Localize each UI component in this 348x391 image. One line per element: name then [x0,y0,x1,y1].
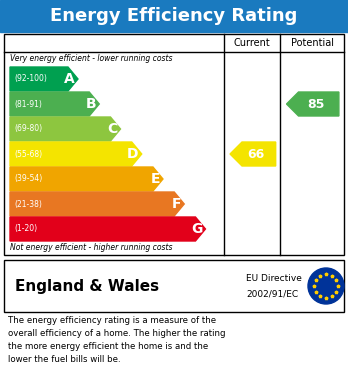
Polygon shape [10,192,184,216]
Text: 66: 66 [247,147,264,160]
Text: EU Directive: EU Directive [246,274,302,283]
Bar [0,0,348,32]
Text: overall efficiency of a home. The higher the rating: overall efficiency of a home. The higher… [8,329,226,338]
Text: F: F [172,197,181,211]
Text: 85: 85 [307,97,324,111]
Text: lower the fuel bills will be.: lower the fuel bills will be. [8,355,121,364]
Circle shape [308,268,344,304]
Polygon shape [10,67,78,91]
Text: (21-38): (21-38) [14,199,42,208]
Text: The energy efficiency rating is a measure of the: The energy efficiency rating is a measur… [8,316,216,325]
Polygon shape [10,167,163,191]
Text: England & Wales: England & Wales [15,278,159,294]
Bar [4,260,344,312]
Text: Not energy efficient - higher running costs: Not energy efficient - higher running co… [10,244,173,253]
Text: (81-91): (81-91) [14,99,42,108]
Polygon shape [230,142,276,166]
Text: (1-20): (1-20) [14,224,37,233]
Text: (69-80): (69-80) [14,124,42,133]
Text: D: D [127,147,139,161]
Text: (39-54): (39-54) [14,174,42,183]
Text: Potential: Potential [291,38,334,48]
Polygon shape [286,92,339,116]
Polygon shape [10,142,142,166]
Text: E: E [150,172,160,186]
Text: Energy Efficiency Rating: Energy Efficiency Rating [50,7,298,25]
Text: B: B [86,97,96,111]
Text: 2002/91/EC: 2002/91/EC [246,289,298,298]
Text: Very energy efficient - lower running costs: Very energy efficient - lower running co… [10,54,173,63]
Text: G: G [191,222,203,236]
Text: the more energy efficient the home is and the: the more energy efficient the home is an… [8,342,208,351]
Text: A: A [64,72,75,86]
Polygon shape [10,117,120,141]
Bar [4,34,344,255]
Text: (92-100): (92-100) [14,75,47,84]
Polygon shape [10,217,205,241]
Text: C: C [107,122,118,136]
Polygon shape [10,92,99,116]
Text: Current: Current [234,38,271,48]
Text: (55-68): (55-68) [14,149,42,158]
